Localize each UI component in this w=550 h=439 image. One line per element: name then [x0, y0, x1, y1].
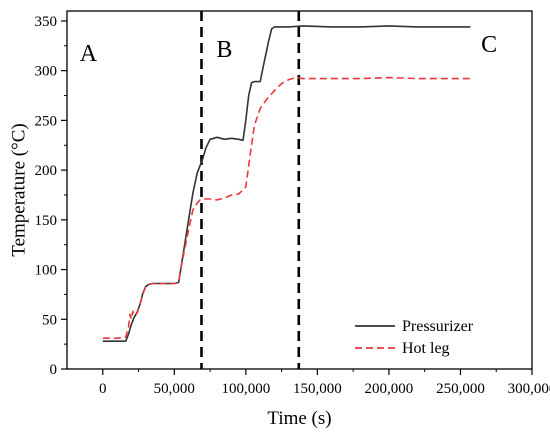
y-tick-label: 200	[35, 163, 58, 179]
legend-label: Hot leg	[402, 340, 450, 357]
series-group	[102, 25, 471, 343]
y-axis: 0 50 100 150 200 250 300 350	[35, 14, 67, 378]
plot-frame	[66, 10, 533, 370]
series-line	[102, 76, 471, 340]
y-tick-label: 50	[42, 312, 57, 328]
x-tick-label: 100,000	[221, 381, 270, 397]
y-tick-label: 300	[35, 64, 58, 80]
x-axis-title: Time (s)	[267, 408, 331, 429]
region-label: B	[216, 37, 232, 63]
region-label: C	[481, 32, 497, 58]
region-labels: A B C	[80, 32, 497, 67]
y-tick-label: 0	[50, 362, 58, 378]
series-line	[102, 25, 471, 343]
legend-label: Pressurizer	[402, 318, 474, 335]
x-tick-label: 0	[99, 381, 107, 397]
y-tick-label: 350	[35, 14, 58, 30]
y-tick-label: 150	[35, 213, 58, 229]
y-axis-title: Temperature (°C)	[8, 123, 29, 256]
x-tick-label: 50,000	[154, 381, 195, 397]
y-tick-label: 100	[35, 263, 58, 279]
y-tick-label: 250	[35, 113, 58, 129]
legend: Pressurizer Hot leg	[355, 318, 474, 357]
x-tick-label: 300,000	[508, 381, 550, 397]
region-label: A	[80, 41, 98, 67]
x-tick-label: 200,000	[365, 381, 414, 397]
region-boundaries	[200, 11, 301, 369]
x-axis: 0 50,000 100,000 150,000 200,000 250,000 300,0…	[99, 369, 550, 397]
x-tick-label: 150,000	[293, 381, 342, 397]
x-tick-label: 250,000	[436, 381, 485, 397]
